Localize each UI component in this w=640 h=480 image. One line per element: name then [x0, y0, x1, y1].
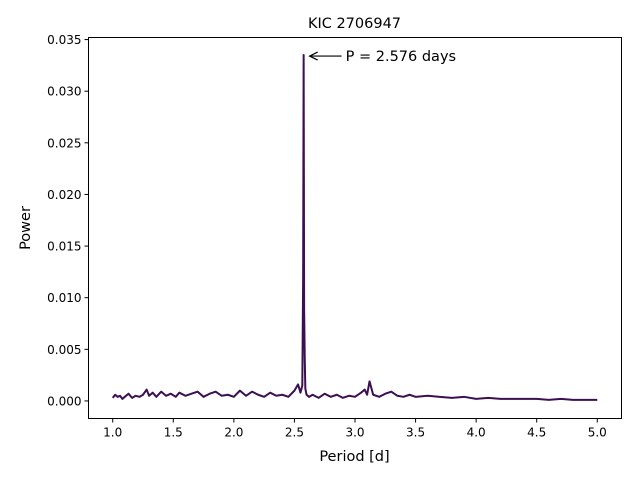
x-tick-label: 2.5	[285, 426, 304, 440]
chart-title: KIC 2706947	[308, 16, 401, 32]
x-tick-label: 2.0	[224, 426, 243, 440]
y-tick-label: 0.020	[47, 188, 81, 202]
x-tick-label: 1.0	[103, 426, 122, 440]
y-tick-label: 0.030	[47, 85, 81, 99]
y-tick-label: 0.015	[47, 240, 81, 254]
x-tick-label: 4.0	[467, 426, 486, 440]
x-axis: 1.0 1.5 2.0 2.5 3.0 3.5 4.0 4.5 5.0	[103, 418, 607, 440]
plot-area	[111, 54, 598, 401]
y-axis: 0.000 0.005 0.010 0.015 0.020 0.025 0.030 0.035	[47, 33, 89, 408]
x-tick-label: 3.0	[345, 426, 364, 440]
x-tick-label: 1.5	[164, 426, 183, 440]
x-tick-label: 5.0	[588, 426, 607, 440]
y-tick-label: 0.000	[47, 394, 81, 408]
annotations: P = 2.576 days	[308, 49, 456, 65]
y-tick-label: 0.035	[47, 33, 81, 47]
y-tick-label: 0.025	[47, 136, 81, 150]
x-tick-label: 4.5	[527, 426, 546, 440]
periodogram-line-0	[111, 54, 598, 401]
x-tick-label: 3.5	[406, 426, 425, 440]
peak-annotation-text: P = 2.576 days	[346, 49, 456, 65]
x-axis-label: Period [d]	[319, 449, 389, 465]
arrow-head-icon	[308, 51, 318, 61]
y-tick-label: 0.010	[47, 291, 81, 305]
y-tick-label: 0.005	[47, 343, 81, 357]
y-axis-label: Power	[18, 206, 34, 250]
axes-frame	[88, 37, 622, 419]
